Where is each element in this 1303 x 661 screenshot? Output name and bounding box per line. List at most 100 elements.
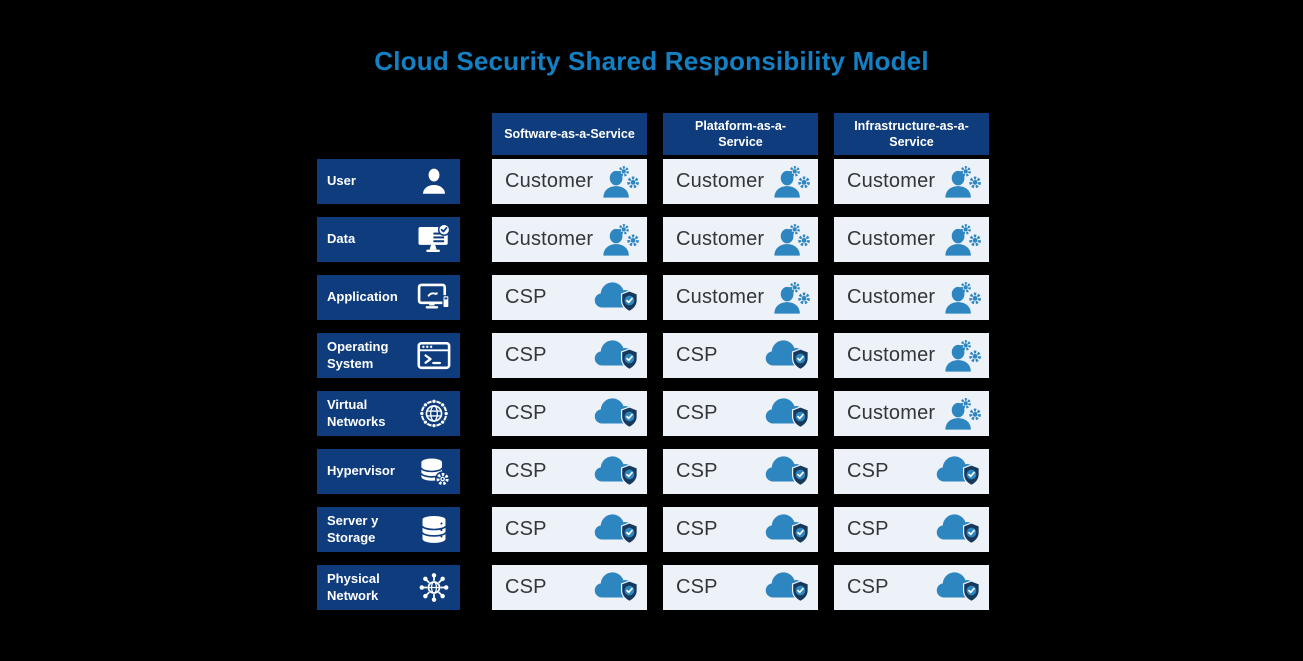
csp-cloud-shield-icon: [592, 570, 639, 605]
owner-label: Customer: [676, 286, 765, 308]
row-label-user: User: [317, 159, 460, 204]
csp-cloud-shield-icon: [763, 512, 810, 547]
cell-pnet-iaas: CSP: [834, 565, 989, 610]
cell-application-saas: CSP: [492, 275, 647, 320]
terminal-window-icon: [417, 340, 451, 371]
owner-label: CSP: [676, 576, 718, 598]
owner-label: CSP: [847, 518, 889, 540]
cell-server-iaas: CSP: [834, 507, 989, 552]
owner-label: Customer: [847, 344, 936, 366]
row-label-application: Application: [317, 275, 460, 320]
customer-users-gear-icon: [942, 339, 981, 372]
owner-label: CSP: [505, 402, 547, 424]
network-hub-icon: [417, 572, 451, 603]
csp-cloud-shield-icon: [763, 570, 810, 605]
customer-users-gear-icon: [771, 165, 810, 198]
owner-label: CSP: [847, 576, 889, 598]
owner-label: CSP: [847, 460, 889, 482]
csp-cloud-shield-icon: [592, 338, 639, 373]
csp-cloud-shield-icon: [592, 280, 639, 315]
csp-cloud-shield-icon: [763, 396, 810, 431]
cell-hypervisor-paas: CSP: [663, 449, 818, 494]
cell-os-iaas: Customer: [834, 333, 989, 378]
column-header-label: Software-as-a-Service: [504, 126, 635, 141]
csp-cloud-shield-icon: [934, 570, 981, 605]
row-label-text: Physical Network: [327, 571, 380, 603]
page-title: Cloud Security Shared Responsibility Mod…: [374, 46, 929, 76]
database-gear-icon: [417, 456, 451, 487]
row-label-text: User: [327, 173, 356, 189]
owner-label: Customer: [676, 170, 765, 192]
cell-os-saas: CSP: [492, 333, 647, 378]
owner-label: Customer: [847, 228, 936, 250]
cell-vnet-saas: CSP: [492, 391, 647, 436]
owner-label: CSP: [505, 460, 547, 482]
row-label-virtual-networks: Virtual Networks: [317, 391, 460, 436]
owner-label: CSP: [505, 344, 547, 366]
cell-pnet-paas: CSP: [663, 565, 818, 610]
monitor-check-icon: [417, 224, 451, 255]
customer-users-gear-icon: [600, 223, 639, 256]
owner-label: Customer: [847, 286, 936, 308]
column-headers: Software-as-a-Service Plataform-as-a-Ser…: [492, 113, 989, 155]
owner-label: Customer: [847, 170, 936, 192]
owner-label: CSP: [676, 518, 718, 540]
user-icon: [417, 166, 451, 197]
cell-hypervisor-saas: CSP: [492, 449, 647, 494]
csp-cloud-shield-icon: [934, 454, 981, 489]
owner-label: CSP: [676, 344, 718, 366]
cell-vnet-iaas: Customer: [834, 391, 989, 436]
column-header-saas: Software-as-a-Service: [492, 113, 647, 155]
owner-label: CSP: [505, 576, 547, 598]
server-stack-icon: [417, 514, 451, 545]
owner-label: CSP: [505, 518, 547, 540]
csp-cloud-shield-icon: [934, 512, 981, 547]
column-header-iaas: Infrastructure-as-a-Service: [834, 113, 989, 155]
owner-label: CSP: [676, 402, 718, 424]
customer-users-gear-icon: [942, 397, 981, 430]
row-label-text: Hypervisor: [327, 463, 395, 479]
cell-pnet-saas: CSP: [492, 565, 647, 610]
customer-users-gear-icon: [600, 165, 639, 198]
customer-users-gear-icon: [942, 165, 981, 198]
row-labels: User Data Application Operating System V…: [317, 159, 460, 610]
owner-label: Customer: [676, 228, 765, 250]
owner-label: Customer: [847, 402, 936, 424]
row-label-data: Data: [317, 217, 460, 262]
row-label-hypervisor: Hypervisor: [317, 449, 460, 494]
row-label-text: Virtual Networks: [327, 397, 386, 429]
cell-application-paas: Customer: [663, 275, 818, 320]
row-label-text: Data: [327, 231, 356, 247]
cell-user-paas: Customer: [663, 159, 818, 204]
cell-os-paas: CSP: [663, 333, 818, 378]
cell-data-paas: Customer: [663, 217, 818, 262]
csp-cloud-shield-icon: [763, 338, 810, 373]
monitor-app-icon: [417, 282, 451, 313]
cell-server-paas: CSP: [663, 507, 818, 552]
row-label-server-storage: Server y Storage: [317, 507, 460, 552]
responsibility-grid: Customer Customer Customer Customer Cust…: [492, 159, 989, 610]
owner-label: CSP: [505, 286, 547, 308]
column-header-paas: Plataform-as-a-Service: [663, 113, 818, 155]
column-header-label: Infrastructure-as-a-Service: [854, 118, 969, 149]
csp-cloud-shield-icon: [592, 396, 639, 431]
globe-nodes-ring-icon: [417, 398, 451, 429]
csp-cloud-shield-icon: [763, 454, 810, 489]
cell-user-iaas: Customer: [834, 159, 989, 204]
cell-data-iaas: Customer: [834, 217, 989, 262]
column-header-label: Plataform-as-a-Service: [695, 118, 786, 149]
row-label-text: Operating System: [327, 339, 389, 371]
cell-application-iaas: Customer: [834, 275, 989, 320]
customer-users-gear-icon: [771, 223, 810, 256]
row-label-text: Application: [327, 289, 398, 305]
owner-label: CSP: [676, 460, 718, 482]
row-label-text: Server y Storage: [327, 513, 379, 545]
owner-label: Customer: [505, 170, 594, 192]
cell-hypervisor-iaas: CSP: [834, 449, 989, 494]
cell-user-saas: Customer: [492, 159, 647, 204]
csp-cloud-shield-icon: [592, 454, 639, 489]
customer-users-gear-icon: [942, 223, 981, 256]
cell-data-saas: Customer: [492, 217, 647, 262]
csp-cloud-shield-icon: [592, 512, 639, 547]
